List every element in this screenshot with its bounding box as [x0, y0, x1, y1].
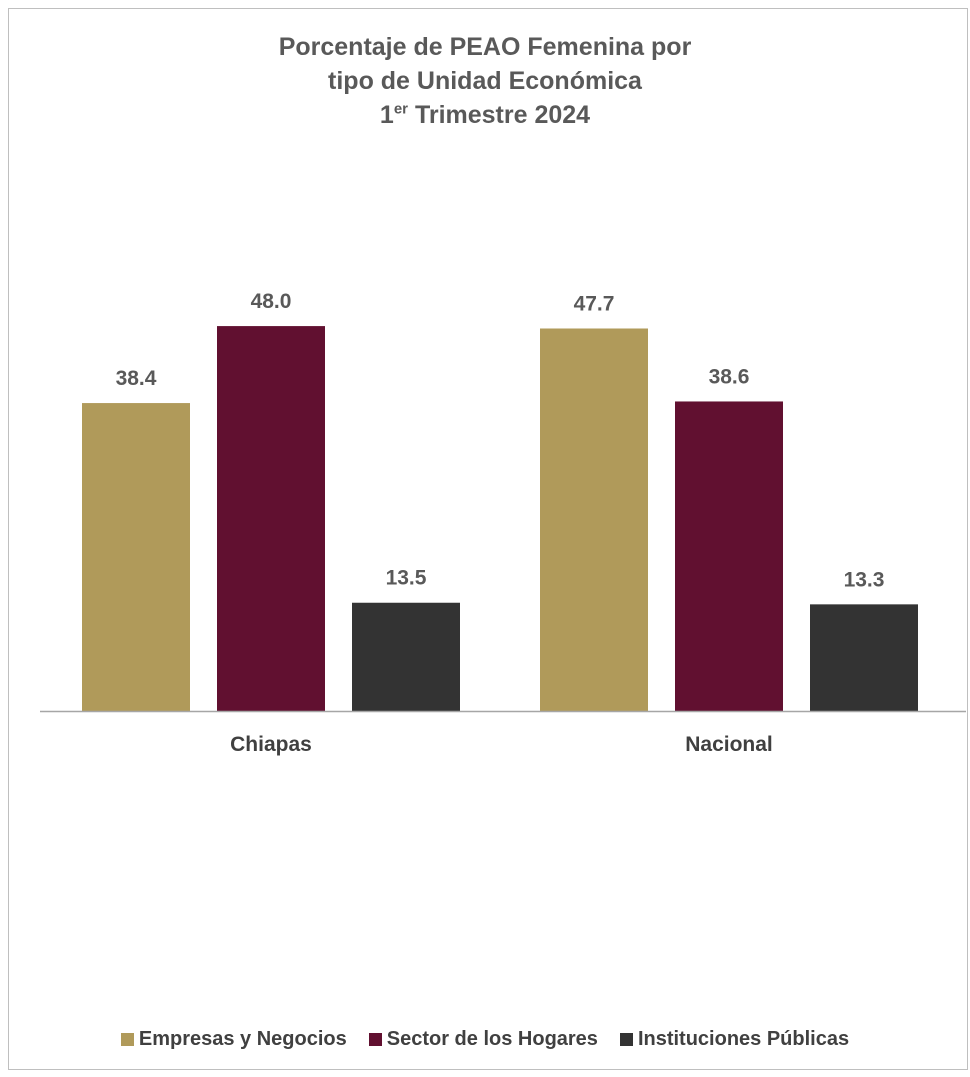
legend-item-2: Instituciones Públicas: [619, 1027, 850, 1051]
data-label-chiapas-1: 48.0: [251, 290, 292, 313]
legend-swatch: [619, 1032, 633, 1046]
data-label-nacional-1: 38.6: [709, 365, 750, 388]
data-label-chiapas-2: 13.5: [386, 567, 427, 590]
legend-label: Instituciones Públicas: [637, 1027, 850, 1050]
bar-nacional-2: [810, 604, 918, 711]
bar-nacional-1: [675, 401, 783, 711]
bar-chiapas-0: [82, 403, 190, 711]
data-label-nacional-0: 47.7: [574, 292, 615, 315]
legend-label: Empresas y Negocios: [138, 1027, 347, 1050]
chart-legend: Empresas y Negocios Sector de los Hogares…: [0, 1026, 970, 1052]
title-superscript: er: [393, 100, 408, 118]
category-label-chiapas: Chiapas: [230, 733, 312, 756]
category-label-nacional: Nacional: [685, 733, 773, 756]
bar-chiapas-2: [352, 602, 460, 711]
data-label-chiapas-0: 38.4: [116, 367, 157, 390]
bar-chiapas-1: [217, 326, 325, 711]
legend-item-0: Empresas y Negocios: [120, 1027, 347, 1051]
bar-nacional-0: [540, 328, 648, 711]
title-line-2: tipo de Unidad Económica: [328, 67, 642, 95]
title-line-3: 1er Trimestre 2024: [379, 100, 591, 129]
title-line-1: Porcentaje de PEAO Femenina por: [278, 33, 692, 61]
legend-swatch: [368, 1032, 382, 1046]
legend-swatch: [120, 1032, 134, 1046]
chart-title: Porcentaje de PEAO Femenina por tipo de …: [0, 30, 970, 132]
data-label-nacional-2: 13.3: [844, 568, 885, 591]
legend-item-1: Sector de los Hogares: [368, 1027, 598, 1051]
legend-label: Sector de los Hogares: [386, 1027, 598, 1050]
